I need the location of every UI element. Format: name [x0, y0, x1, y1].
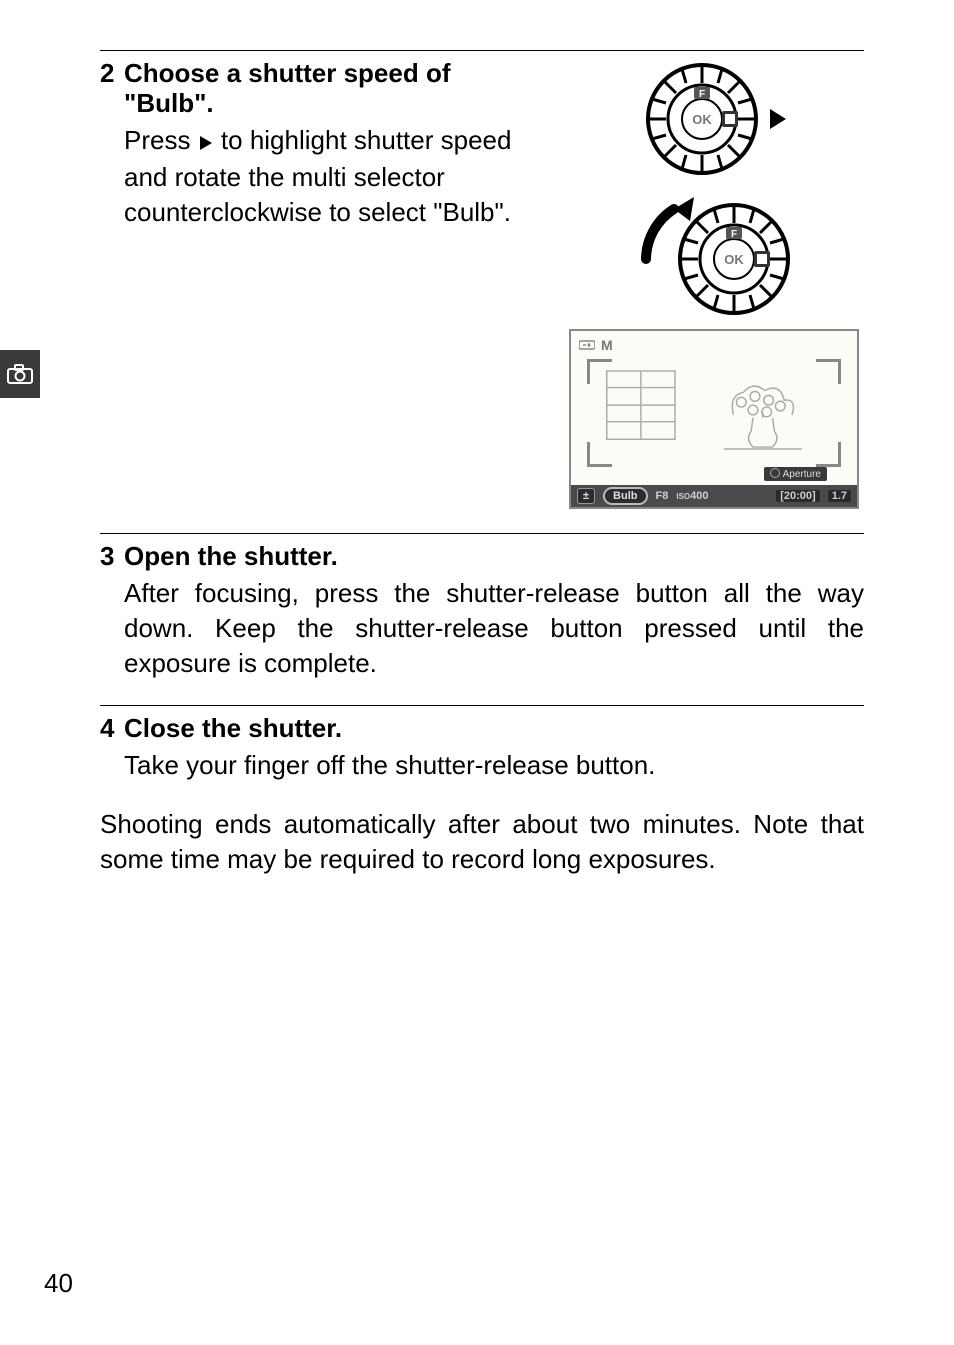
step-4: 4 Close the shutter. Take your finger of…	[100, 714, 864, 783]
lcd-aperture-badge: Aperture	[764, 467, 827, 481]
divider	[100, 533, 864, 534]
divider	[100, 50, 864, 51]
dial-with-arrow: OK F	[642, 59, 786, 179]
lcd-time: [20:00]	[776, 490, 819, 502]
lcd-mode-row: M	[579, 337, 614, 353]
step-3: 3 Open the shutter. After focusing, pres…	[100, 542, 864, 681]
step-text: Press to highlight shutter speed and rot…	[124, 123, 540, 230]
arrow-right-icon	[770, 109, 786, 129]
svg-text:F: F	[699, 89, 705, 100]
lcd-aperture-text: Aperture	[783, 469, 821, 480]
lcd-mode-label: M	[601, 337, 614, 353]
page-number: 40	[44, 1268, 73, 1299]
step-2-text-block: 2 Choose a shutter speed of "Bulb". Pres…	[100, 59, 540, 509]
step-2-row: 2 Choose a shutter speed of "Bulb". Pres…	[100, 59, 864, 509]
step-title: Close the shutter.	[124, 714, 864, 744]
step-title: Choose a shutter speed of "Bulb".	[124, 59, 540, 119]
section-tab-camera	[0, 350, 40, 398]
divider	[100, 705, 864, 706]
step-number: 2	[100, 59, 124, 89]
svg-text:F: F	[731, 229, 737, 240]
right-triangle-icon	[198, 125, 214, 160]
lcd-iso: ISO400	[676, 490, 708, 502]
exposure-comp-icon	[579, 339, 595, 351]
multi-selector-dial-icon: OK F	[642, 59, 762, 179]
step-body: Choose a shutter speed of "Bulb". Press …	[124, 59, 540, 230]
step-body: Open the shutter. After focusing, press …	[124, 542, 864, 681]
step-2: 2 Choose a shutter speed of "Bulb". Pres…	[100, 59, 540, 230]
lcd-bottom-bar: ± Bulb F8 ISO400 [20:00] 1.7	[571, 485, 857, 507]
lcd-scene-illustration	[597, 359, 831, 461]
lcd-fnumber: F8	[656, 490, 669, 502]
step-2-graphics: OK F	[564, 59, 864, 509]
step-text: Take your finger off the shutter-release…	[124, 748, 864, 783]
multi-selector-rotate-icon: OK F	[634, 189, 794, 319]
closing-paragraph: Shooting ends automatically after about …	[100, 807, 864, 877]
lcd-bulb-chip: Bulb	[603, 487, 647, 505]
svg-text:OK: OK	[724, 252, 744, 267]
lcd-exp-chip: ±	[577, 488, 595, 504]
manual-page: 2 Choose a shutter speed of "Bulb". Pres…	[0, 0, 954, 1345]
dial-ok-label: OK	[692, 112, 712, 127]
step-number: 4	[100, 714, 124, 744]
lcd-preview: M	[569, 329, 859, 509]
step-number: 3	[100, 542, 124, 572]
lcd-storage: 1.7	[828, 490, 851, 502]
step-text: After focusing, press the shutter-releas…	[124, 576, 864, 681]
step-title: Open the shutter.	[124, 542, 864, 572]
camera-icon	[7, 364, 33, 384]
step-body: Close the shutter. Take your finger off …	[124, 714, 864, 783]
